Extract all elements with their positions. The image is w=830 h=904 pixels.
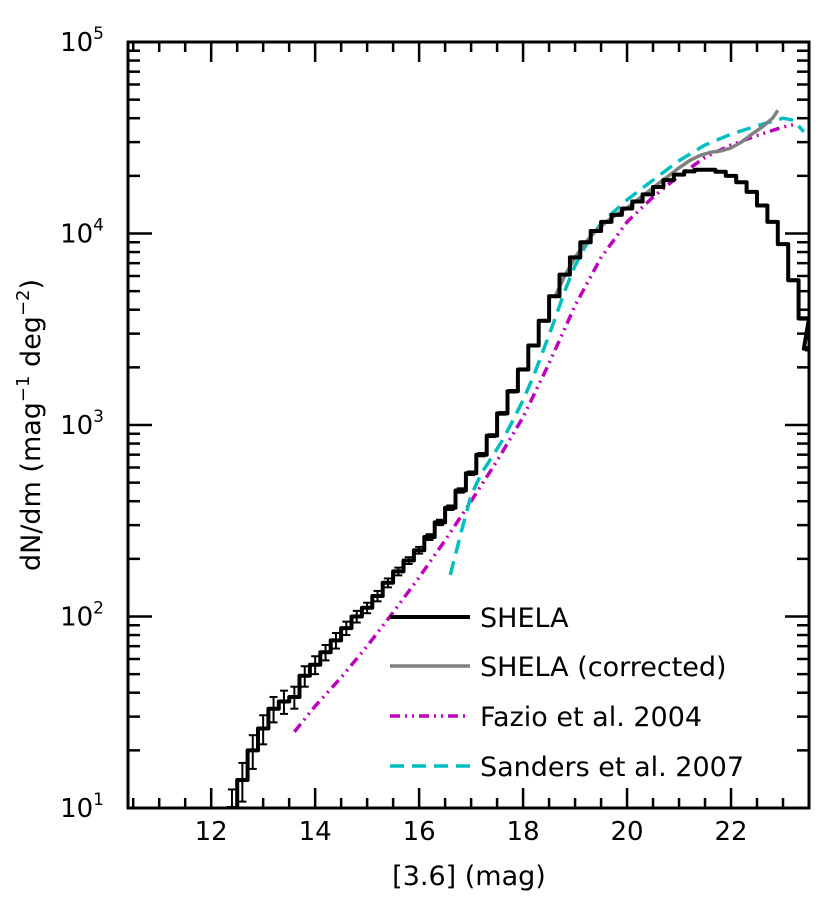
series-fazio-et-al-2004 (293, 122, 794, 733)
y-axis-label-close: ) (16, 279, 47, 290)
plot-frame (126, 40, 811, 810)
y-tick-label: 105 (60, 24, 104, 58)
y-tick-base: 10 (60, 220, 93, 250)
y-tick-base: 10 (60, 28, 93, 58)
y-axis-label-exp1: −1 (13, 376, 34, 403)
y-tick-label: 103 (60, 407, 104, 441)
y-tick-exponent: 2 (93, 599, 104, 619)
y-axis-label-main: dN/dm (mag (16, 402, 47, 571)
axis-ticks (128, 40, 811, 810)
legend-label-shela: SHELA (480, 603, 569, 634)
y-tick-base: 10 (60, 794, 93, 824)
x-tick-label: 20 (611, 817, 644, 847)
legend-label-shela-corrected: SHELA (corrected) (480, 652, 727, 683)
y-tick-base: 10 (60, 411, 93, 441)
y-axis-label-mid: deg (16, 316, 47, 375)
series-layer (226, 109, 809, 808)
x-tick-label: 12 (195, 817, 228, 847)
series-shela (226, 167, 809, 808)
y-tick-label: 101 (60, 790, 104, 824)
series-shela-corrected (552, 109, 780, 299)
y-tick-exponent: 3 (93, 407, 104, 427)
series-line-shela-corrected (552, 109, 780, 299)
y-tick-exponent: 4 (93, 216, 104, 236)
series-line-fazio-et-al-2004 (293, 122, 794, 733)
legend-label-sanders: Sanders et al. 2007 (480, 752, 744, 783)
legend-label-fazio: Fazio et al. 2004 (480, 702, 702, 733)
legend: SHELA SHELA (corrected) Fazio et al. 200… (390, 603, 744, 783)
y-axis-label-exp2: −2 (13, 289, 34, 316)
x-tick-label: 14 (299, 817, 332, 847)
x-tick-label: 18 (507, 817, 540, 847)
y-axis-label: dN/dm (mag−1 deg−2) (13, 279, 47, 571)
series-line-sanders-et-al-2007 (448, 116, 806, 576)
y-tick-label: 102 (60, 599, 104, 633)
y-tick-exponent: 5 (93, 24, 104, 44)
x-tick-label: 16 (403, 817, 436, 847)
x-axis-label: [3.6] (mag) (392, 861, 546, 892)
y-tick-base: 10 (60, 603, 93, 633)
series-sanders-et-al-2007 (448, 116, 806, 576)
x-tick-label: 22 (714, 817, 747, 847)
y-tick-label: 104 (60, 216, 104, 250)
y-tick-exponent: 1 (93, 790, 104, 810)
x-tick-labels: 12 14 16 18 20 22 (195, 817, 748, 847)
